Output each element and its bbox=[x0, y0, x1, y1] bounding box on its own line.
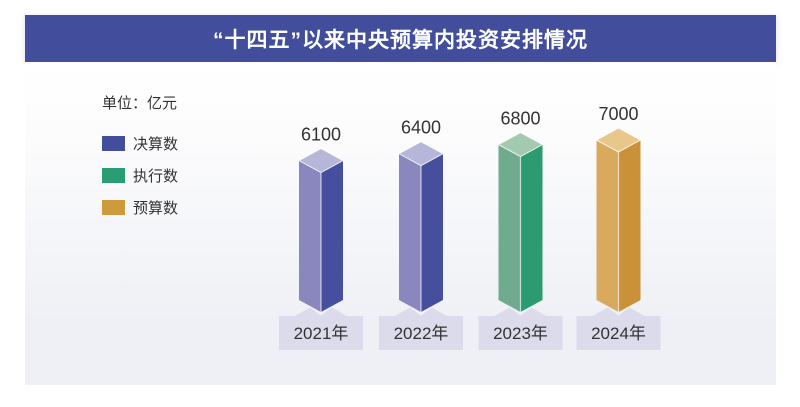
legend-swatch-icon bbox=[102, 135, 125, 151]
bar-base-plate bbox=[478, 307, 563, 350]
bar-year-label: 2022年 bbox=[394, 324, 449, 343]
bar-group-2021年: 6100 2021年 bbox=[279, 125, 363, 350]
chart-card: “十四五”以来中央预算内投资安排情况 6100 2021年 6400 2022年 680… bbox=[25, 15, 776, 385]
bar-right-face bbox=[421, 153, 443, 312]
title-bar: “十四五”以来中央预算内投资安排情况 bbox=[25, 15, 776, 62]
legend-item-label: 预算数 bbox=[133, 199, 179, 217]
bar-left-face bbox=[399, 153, 421, 312]
legend-item-yusuan: 预算数 bbox=[102, 199, 179, 217]
bar-right-face bbox=[618, 140, 641, 312]
legend-swatch-icon bbox=[102, 199, 125, 215]
bar-group-2023年: 6800 2023年 bbox=[478, 109, 563, 350]
bar-year-label: 2021年 bbox=[294, 324, 349, 343]
chart-stage: 6100 2021年 6400 2022年 6800 2023年 7000 2024年 单位：… bbox=[25, 62, 776, 385]
legend-item-juesuan: 决算数 bbox=[102, 135, 179, 153]
bar-right-face bbox=[321, 160, 343, 312]
bar-group-2024年: 7000 2024年 bbox=[576, 104, 661, 350]
legend-swatch-icon bbox=[102, 167, 125, 183]
bar-value-label: 6800 bbox=[500, 109, 540, 129]
bar-left-face bbox=[299, 160, 321, 312]
bar-right-face bbox=[520, 144, 543, 312]
bar-group-2022年: 6400 2022年 bbox=[379, 118, 463, 350]
unit-label: 单位：亿元 bbox=[102, 95, 178, 112]
bar-left-face bbox=[498, 144, 521, 312]
bar-value-label: 6100 bbox=[301, 125, 341, 145]
legend-item-label: 决算数 bbox=[133, 135, 179, 153]
legend: 单位：亿元 决算数 执行数 预算数 bbox=[102, 92, 178, 231]
bar-base-plate bbox=[576, 307, 661, 350]
bar-year-label: 2024年 bbox=[591, 324, 646, 343]
bar-value-label: 6400 bbox=[401, 118, 441, 138]
bar-left-face bbox=[596, 140, 619, 312]
bar-value-label: 7000 bbox=[598, 104, 638, 124]
legend-item-label: 执行数 bbox=[133, 167, 179, 185]
page-title: “十四五”以来中央预算内投资安排情况 bbox=[213, 28, 588, 52]
bar-base-plate bbox=[379, 307, 463, 350]
legend-item-zhixing: 执行数 bbox=[102, 167, 179, 185]
bar-year-label: 2023年 bbox=[493, 324, 548, 343]
bar-base-plate bbox=[279, 307, 363, 350]
bar-chart: 6100 2021年 6400 2022年 6800 2023年 7000 2024年 bbox=[279, 104, 661, 350]
